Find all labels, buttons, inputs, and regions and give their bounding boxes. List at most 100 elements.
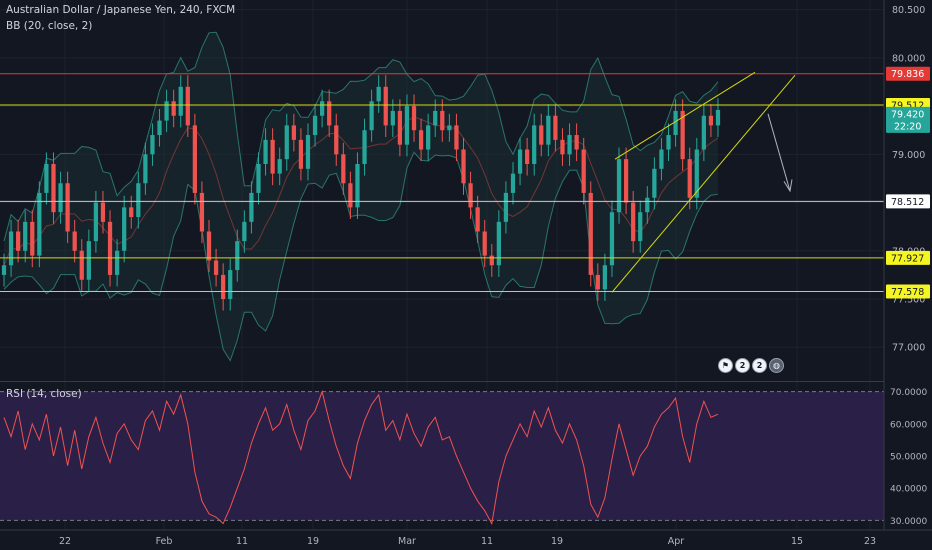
candle-body [418,130,424,150]
candle-body [348,183,353,208]
candle-body [680,110,685,160]
candle-body [440,110,445,131]
time-tick-label: Apr [668,536,685,547]
candle-body [150,135,155,155]
candle-body [51,163,56,213]
price-tick-label: 77.000 [892,343,925,354]
rsi-line [3,389,719,526]
candle-body [525,149,530,164]
event-icon[interactable]: 2 [752,358,767,373]
candle-body [623,159,629,203]
time-tick-label: 11 [481,536,493,547]
candle-body [461,149,466,184]
time-tick-label: 19 [307,536,319,547]
bb-upper-line [3,31,719,242]
candle-body [404,106,410,145]
candle-body [376,86,381,102]
candle-body [433,110,438,126]
candle-body [447,125,452,131]
candle-body [355,163,360,208]
price-level-tag-label: 77.927 [891,253,924,264]
price-level-tag [886,250,930,265]
price-tick-label: 79.000 [892,150,925,161]
candle-body [44,163,49,193]
candle-body [411,106,417,131]
candle-body [383,86,388,126]
bb-band-fill [4,32,718,361]
rsi-indicator-label: RSI (14, close) [6,388,82,400]
candle-body [362,130,367,164]
chart-event-icons: ⚑ 2 2 ◍ [718,358,784,373]
candle-body [192,125,197,193]
candle-body [517,149,523,174]
candle-body [588,192,593,275]
price-level-tag [886,284,930,299]
candle-body [114,250,120,275]
news-icon[interactable]: 2 [735,358,750,373]
candle-body [16,231,21,251]
flag-icon[interactable]: ⚑ [718,358,733,373]
candle-body [341,154,346,184]
time-tick-label: 11 [236,536,248,547]
candle-body [1,265,7,275]
rsi-pane [0,389,884,526]
candle-body [277,159,282,174]
rsi-band-fill [0,391,884,521]
bb-indicator-label: BB (20, close, 2) [6,20,93,32]
candle-body [638,212,643,242]
time-tick-label: Feb [156,536,173,547]
candle-body [171,101,176,116]
projection-arrow-head [783,179,793,193]
trend-channel [611,71,796,293]
candle-body [298,139,304,169]
rsi-tick-label: 40.0000 [890,485,927,495]
candle-body [595,274,600,290]
candle-body [454,125,459,150]
time-tick-label: 23 [864,536,876,547]
last-price-tag [886,106,930,133]
candle-body [645,197,650,213]
candle-body [503,192,509,222]
candle-body [213,260,219,275]
candle-body [659,149,664,169]
candle-body [631,202,636,242]
candle-body [673,110,678,136]
candle-body [482,231,487,256]
price-level-tag-label: 79.836 [891,69,924,80]
candle-body [122,207,127,251]
candle-body [256,163,261,193]
candle-body [129,207,134,218]
candle-body [37,192,42,256]
candle-body [143,154,148,184]
time-tick-label: Mar [398,536,416,547]
symbol-title: Australian Dollar / Japanese Yen, 240, F… [6,4,236,16]
time-axis: 22 Feb 11 19 Mar 11 19 Apr 15 23 [0,529,932,550]
candle-body [489,255,494,266]
candles [1,75,721,311]
rsi-tick-label: 70.0000 [890,388,927,398]
candle-body [93,202,99,242]
candle-body [312,115,318,136]
candle-body [581,149,586,193]
candle-body [228,270,233,300]
candle-body [319,101,325,116]
candle-body [546,115,551,145]
candle-body [185,86,190,126]
price-axis-bg [884,0,932,550]
candle-body [609,212,615,266]
price-level-tag-label: 78.512 [891,197,924,208]
candle-body [496,221,501,266]
candle-body [652,168,657,198]
globe-icon[interactable]: ◍ [769,358,784,373]
candle-body [284,125,289,160]
bb-lower-line [3,151,719,362]
candle-body [687,159,692,198]
candle-body [715,109,721,126]
candle-body [206,231,212,261]
candle-body [270,139,275,174]
price-tick-label: 80.000 [892,53,925,64]
candle-body [666,135,671,150]
candle-body [157,120,162,136]
candle-body [708,115,714,126]
